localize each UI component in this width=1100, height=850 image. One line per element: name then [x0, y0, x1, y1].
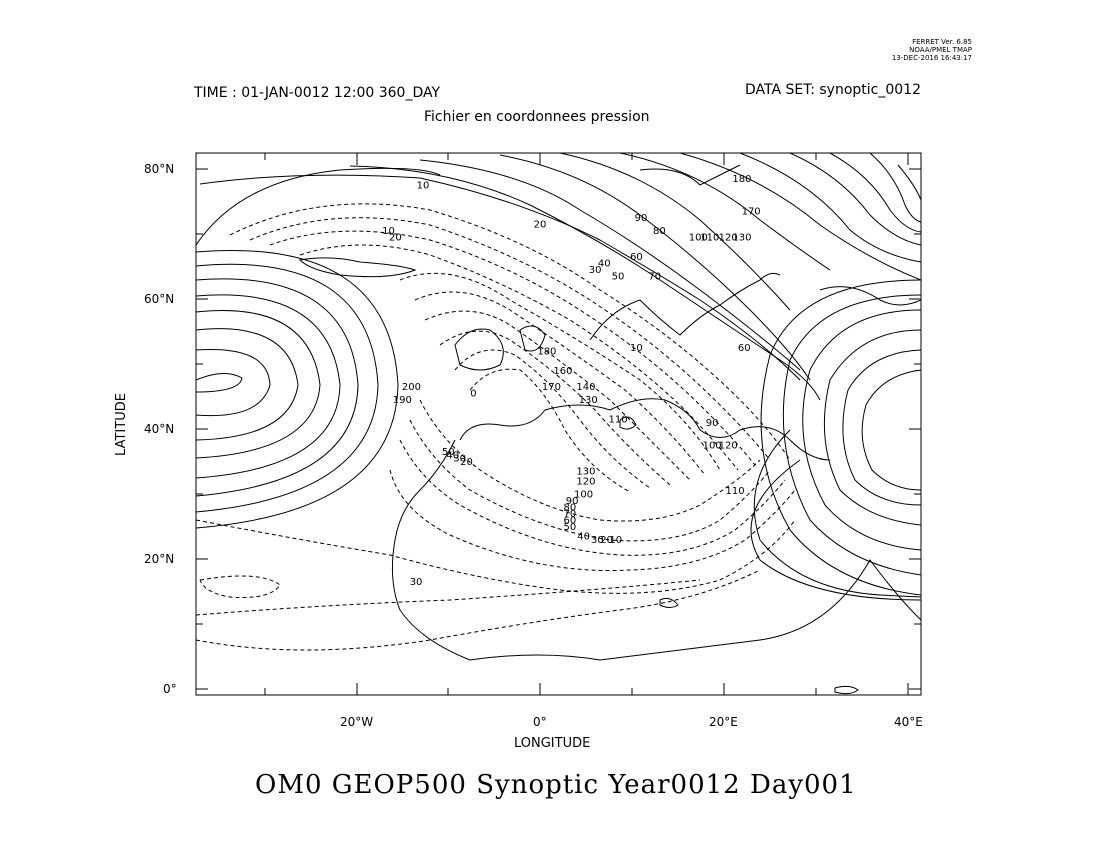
- contour-label: 200: [402, 382, 421, 393]
- contour-label: 50: [442, 447, 455, 458]
- contour-label: 10: [417, 181, 430, 192]
- contour-label: 90: [566, 496, 579, 507]
- contour-label: 100: [689, 233, 708, 244]
- ytick-40n: 40°N: [144, 422, 175, 436]
- contour-label: 180: [537, 346, 556, 357]
- contour-label: 20: [534, 220, 547, 231]
- subtitle: Fichier en coordonnees pression: [424, 109, 650, 125]
- ytick-80n: 80°N: [144, 162, 175, 176]
- dataset-label: DATA SET: synoptic_0012: [744, 82, 921, 98]
- contour-label: 20: [600, 535, 613, 546]
- xtick-40e: 40°E: [894, 715, 923, 729]
- contour-label: 30: [453, 454, 466, 465]
- northern-contours: [196, 153, 921, 401]
- contour-label: 20: [460, 457, 473, 468]
- contour-label: 10: [630, 343, 643, 354]
- contour-label: 10: [609, 535, 622, 546]
- stamp-version: FERRET Ver. 6.85: [912, 38, 972, 46]
- contour-label: 170: [742, 207, 761, 218]
- contour-label: 90: [635, 213, 648, 224]
- contour-label: 110: [608, 415, 627, 426]
- contour-label: 90: [706, 418, 719, 429]
- xtick-20w: 20°W: [340, 715, 374, 729]
- x-ticks: [264, 153, 909, 695]
- main-title: OM0 GEOP500 Synoptic Year0012 Day001: [255, 770, 857, 800]
- contour-label: 70: [648, 272, 661, 283]
- contour-label: 30: [591, 535, 604, 546]
- contour-label: 80: [653, 226, 666, 237]
- y-axis-label: LATITUDE: [113, 393, 129, 456]
- contour-label: 170: [542, 382, 561, 393]
- x-axis-label: LONGITUDE: [514, 736, 591, 751]
- coastlines: [298, 164, 921, 695]
- time-label: TIME : 01-JAN-0012 12:00 360_DAY: [194, 85, 441, 101]
- contour-label: 100: [703, 441, 722, 452]
- eastern-contours: [750, 279, 921, 601]
- trough-contours: [196, 203, 796, 651]
- contour-label: 10: [382, 226, 395, 237]
- contour-label: 30: [589, 265, 602, 276]
- contour-label: 100: [574, 489, 593, 500]
- contour-label: 130: [576, 467, 595, 478]
- contour-label: 30: [410, 577, 423, 588]
- contour-label: 60: [630, 252, 643, 263]
- stamp-org: NOAA/PMEL TMAP: [909, 46, 972, 54]
- contour-label: 130: [732, 233, 751, 244]
- ytick-20n: 20°N: [144, 552, 175, 566]
- contour-label: 120: [576, 476, 595, 487]
- contour-label: 140: [576, 382, 595, 393]
- contour-label: 40: [446, 450, 459, 461]
- y-ticks: [196, 168, 921, 690]
- contour-label: 50: [563, 522, 576, 533]
- contour-label: 40: [598, 259, 611, 270]
- xtick-20e: 20°E: [709, 715, 738, 729]
- xtick-0: 0°: [533, 715, 547, 729]
- contour-label: 160: [553, 366, 572, 377]
- contour-label: 20: [389, 233, 402, 244]
- contour-label: 70: [563, 509, 576, 520]
- contour-label: 120: [719, 233, 738, 244]
- contour-label: 60: [563, 515, 576, 526]
- contour-label: 80: [563, 502, 576, 513]
- contour-label: 110: [726, 486, 745, 497]
- contour-label: 40: [577, 532, 590, 543]
- contour-label: 130: [579, 395, 598, 406]
- ferret-stamp: FERRET Ver. 6.85 NOAA/PMEL TMAP 13-DEC-2…: [892, 38, 972, 62]
- contour-label: 50: [612, 272, 625, 283]
- contour-label: 110: [700, 233, 719, 244]
- contour-label: 190: [393, 395, 412, 406]
- ytick-60n: 60°N: [144, 292, 175, 306]
- contour-label: 120: [719, 441, 738, 452]
- western-ridge-contours: [196, 249, 399, 529]
- contour-label: 0: [470, 389, 476, 400]
- contour-label: 180: [732, 174, 751, 185]
- ytick-0: 0°: [163, 682, 177, 696]
- plot-frame: [195, 152, 922, 696]
- stamp-date: 13-DEC-2016 16:43:17: [891, 54, 972, 62]
- contour-label: 60: [738, 343, 751, 354]
